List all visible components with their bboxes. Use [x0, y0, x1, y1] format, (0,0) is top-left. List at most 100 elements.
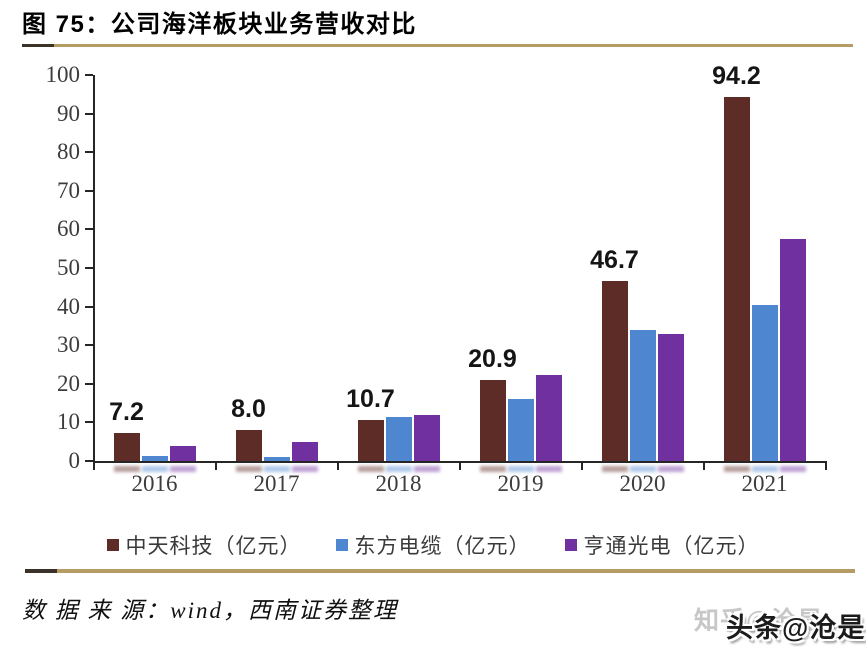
bar-2-2021 — [779, 239, 806, 461]
x-axis-tick — [703, 461, 705, 470]
bar-1-2020 — [629, 329, 656, 461]
x-axis-tick — [581, 461, 583, 470]
x-axis-category-label-2017: 2017 — [253, 471, 300, 496]
bar-value-label-2020: 46.7 — [590, 245, 639, 274]
bar-1-2019 — [507, 399, 534, 461]
y-axis-line — [93, 75, 95, 463]
x-axis-category-label-2020: 2020 — [619, 471, 666, 496]
bar-0-2021 — [723, 97, 750, 461]
bar-1-2017 — [263, 456, 290, 461]
bar-value-label-2021: 94.2 — [712, 62, 761, 91]
bar-0-2020 — [601, 280, 628, 461]
y-axis-tick — [85, 421, 93, 424]
watermark-zhihu: 知乎@沧是 — [694, 607, 824, 635]
bar-reflection-0-2017 — [235, 466, 262, 472]
y-axis-tick-label: 90 — [57, 100, 80, 126]
separator-gold-segment — [54, 44, 853, 47]
y-axis-tick — [85, 74, 93, 76]
y-axis-tick — [85, 382, 93, 385]
y-axis-tick-label: 20 — [57, 370, 80, 396]
bar-2-2020 — [657, 334, 684, 461]
bar-2-2016 — [169, 445, 196, 461]
legend-swatch-dongfang — [335, 539, 348, 551]
bar-reflection-1-2020 — [629, 466, 656, 472]
legend-item-hengtong: 亨通光电（亿元） — [564, 530, 760, 560]
legend-item-dongfang: 东方电缆（亿元） — [335, 530, 531, 560]
y-axis-tick-label: 40 — [57, 293, 80, 319]
bar-reflection-1-2019 — [507, 466, 534, 472]
y-axis-tick-label: 10 — [57, 409, 80, 435]
bar-reflection-0-2016 — [113, 466, 140, 472]
footer-separator — [25, 569, 855, 573]
chart-legend: 中天科技（亿元） 东方电缆（亿元） 亨通光电（亿元） — [0, 530, 866, 560]
x-axis-category-label-2019: 2019 — [497, 471, 544, 496]
y-axis-tick — [85, 228, 93, 231]
y-axis-tick-label: 60 — [57, 216, 80, 242]
y-axis-tick — [85, 267, 93, 269]
y-axis-tick-label: 70 — [57, 177, 80, 203]
bar-reflection-2-2016 — [169, 466, 196, 472]
bar-1-2018 — [385, 416, 412, 461]
x-axis-tick — [93, 461, 95, 470]
legend-label-hengtong: 亨通光电（亿元） — [583, 534, 760, 558]
bar-reflection-1-2017 — [263, 466, 290, 472]
y-axis-tick-label: 80 — [57, 139, 80, 165]
y-axis-tick — [85, 112, 93, 115]
bar-reflection-2-2019 — [535, 466, 562, 472]
x-axis-category-label-2018: 2018 — [375, 471, 422, 496]
x-axis-tick — [215, 461, 217, 470]
bar-reflection-2-2018 — [413, 466, 440, 472]
legend-swatch-zhongtian — [106, 539, 119, 551]
bar-2-2017 — [291, 441, 318, 461]
bar-reflection-0-2020 — [601, 466, 628, 472]
bar-reflection-0-2021 — [723, 466, 750, 472]
y-axis-tick-label: 50 — [57, 255, 80, 280]
bar-value-label-2016: 7.2 — [109, 398, 144, 427]
legend-label-zhongtian: 中天科技（亿元） — [125, 534, 302, 558]
y-axis-tick — [85, 460, 93, 462]
x-axis-category-label-2016: 2016 — [131, 471, 178, 496]
bar-0-2018 — [357, 419, 384, 461]
bar-0-2019 — [479, 380, 506, 461]
y-axis-tick — [85, 189, 93, 192]
bar-reflection-0-2018 — [357, 466, 384, 472]
separator-dark-segment — [25, 569, 57, 573]
title-separator — [22, 44, 853, 47]
x-axis-category-label-2021: 2021 — [741, 471, 788, 496]
bar-reflection-2-2020 — [657, 466, 684, 472]
bar-reflection-0-2019 — [479, 466, 506, 472]
legend-item-zhongtian: 中天科技（亿元） — [106, 530, 302, 560]
y-axis-tick — [85, 305, 93, 308]
bar-0-2017 — [235, 430, 262, 461]
legend-swatch-hengtong — [564, 539, 577, 551]
figure-title: 图 75：公司海洋板块业务营收对比 — [22, 11, 417, 38]
bar-reflection-1-2018 — [385, 466, 412, 472]
x-axis-tick — [337, 461, 339, 470]
x-axis-tick — [459, 461, 461, 470]
separator-dark-segment — [22, 44, 54, 47]
bar-1-2016 — [141, 455, 168, 461]
watermark-toutiao: 头条@沧是 — [726, 613, 866, 643]
y-axis-tick-label: 100 — [45, 62, 81, 87]
y-axis-tick-label: 30 — [57, 332, 80, 358]
bar-reflection-2-2021 — [779, 466, 806, 472]
y-axis-tick — [85, 151, 93, 154]
bar-value-label-2019: 20.9 — [468, 345, 517, 374]
bar-0-2016 — [113, 433, 140, 461]
y-axis-tick — [85, 344, 93, 347]
bar-2-2018 — [413, 415, 440, 461]
bar-reflection-1-2021 — [751, 466, 778, 472]
bar-1-2021 — [751, 304, 778, 461]
legend-label-dongfang: 东方电缆（亿元） — [354, 534, 531, 558]
y-axis-tick-label: 0 — [68, 448, 81, 473]
bar-reflection-2-2017 — [291, 466, 318, 472]
x-axis-tick — [825, 461, 827, 470]
bar-value-label-2018: 10.7 — [346, 384, 395, 413]
bar-reflection-1-2016 — [141, 466, 168, 472]
bar-value-label-2017: 8.0 — [231, 395, 266, 424]
bar-2-2019 — [535, 374, 562, 461]
separator-gold-segment — [57, 569, 855, 573]
data-source-note: 数 据 来 源：wind，西南证券整理 — [22, 598, 398, 623]
